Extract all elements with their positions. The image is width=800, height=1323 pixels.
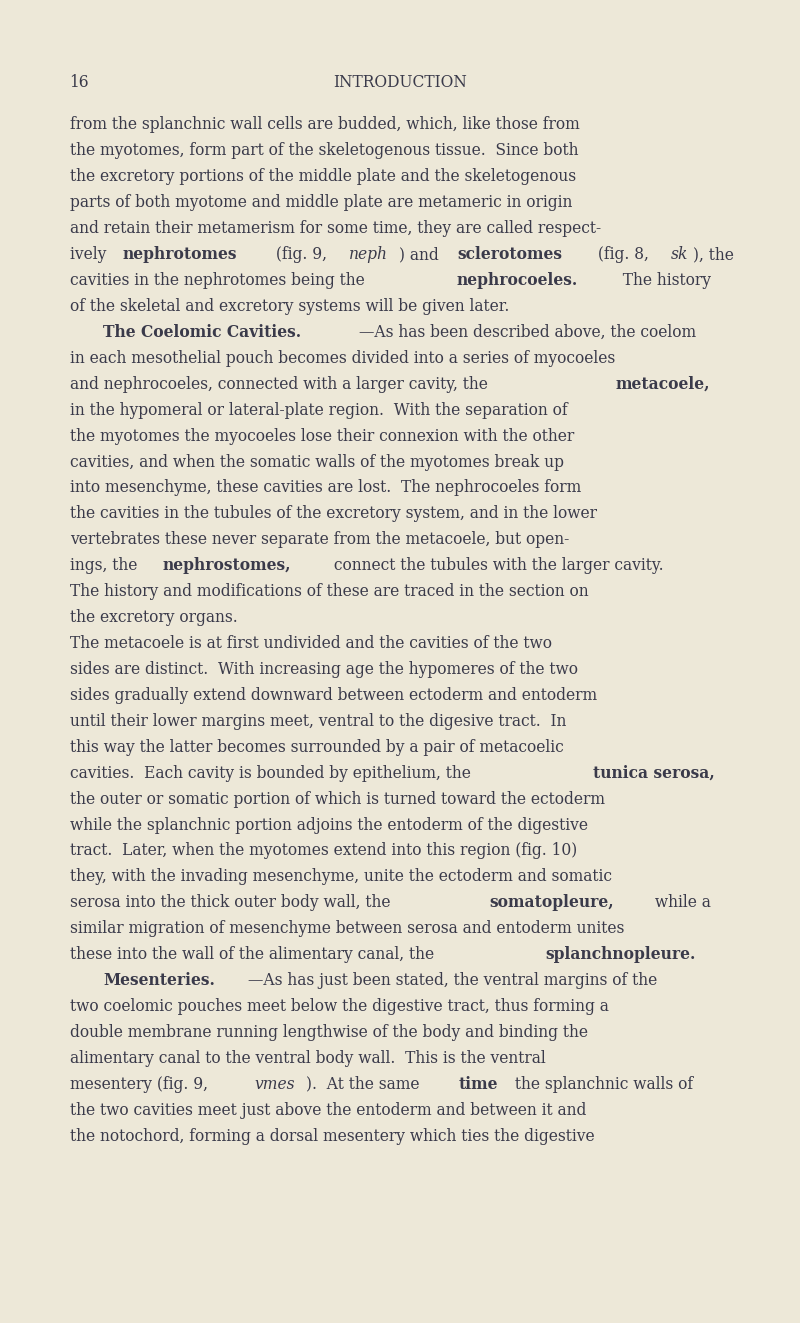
Text: 16: 16 bbox=[70, 74, 90, 91]
Text: sk: sk bbox=[671, 246, 688, 263]
Text: of the skeletal and excretory systems will be given later.: of the skeletal and excretory systems wi… bbox=[70, 298, 509, 315]
Text: while a: while a bbox=[650, 894, 711, 912]
Text: splanchnopleure.: splanchnopleure. bbox=[546, 946, 696, 963]
Text: (fig. 9,: (fig. 9, bbox=[270, 246, 331, 263]
Text: cavities, and when the somatic walls of the myotomes break up: cavities, and when the somatic walls of … bbox=[70, 454, 563, 471]
Text: they, with the invading mesenchyme, unite the ectoderm and somatic: they, with the invading mesenchyme, unit… bbox=[70, 868, 612, 885]
Text: INTRODUCTION: INTRODUCTION bbox=[333, 74, 467, 91]
Text: the myotomes the myocoeles lose their connexion with the other: the myotomes the myocoeles lose their co… bbox=[70, 427, 574, 445]
Text: —As has just been stated, the ventral margins of the: —As has just been stated, the ventral ma… bbox=[247, 972, 657, 990]
Text: the splanchnic walls of: the splanchnic walls of bbox=[510, 1076, 694, 1093]
Text: while the splanchnic portion adjoins the entoderm of the digestive: while the splanchnic portion adjoins the… bbox=[70, 816, 587, 833]
Text: somatopleure,: somatopleure, bbox=[490, 894, 614, 912]
Text: cavities in the nephrotomes being the: cavities in the nephrotomes being the bbox=[70, 273, 370, 288]
Text: tunica serosa,: tunica serosa, bbox=[593, 765, 715, 782]
Text: mesentery (fig. 9,: mesentery (fig. 9, bbox=[70, 1076, 213, 1093]
Text: alimentary canal to the ventral body wall.  This is the ventral: alimentary canal to the ventral body wal… bbox=[70, 1050, 546, 1066]
Text: metacoele,: metacoele, bbox=[615, 376, 710, 393]
Text: in each mesothelial pouch becomes divided into a series of myocoeles: in each mesothelial pouch becomes divide… bbox=[70, 349, 615, 366]
Text: the notochord, forming a dorsal mesentery which ties the digestive: the notochord, forming a dorsal mesenter… bbox=[70, 1127, 594, 1144]
Text: the cavities in the tubules of the excretory system, and in the lower: the cavities in the tubules of the excre… bbox=[70, 505, 597, 523]
Text: sides are distinct.  With increasing age the hypomeres of the two: sides are distinct. With increasing age … bbox=[70, 662, 578, 677]
Text: nephrotomes: nephrotomes bbox=[123, 246, 238, 263]
Text: ).  At the same: ). At the same bbox=[306, 1076, 425, 1093]
Text: these into the wall of the alimentary canal, the: these into the wall of the alimentary ca… bbox=[70, 946, 438, 963]
Text: The history and modifications of these are traced in the section on: The history and modifications of these a… bbox=[70, 583, 588, 601]
Text: the myotomes, form part of the skeletogenous tissue.  Since both: the myotomes, form part of the skeletoge… bbox=[70, 143, 578, 159]
Text: —As has been described above, the coelom: —As has been described above, the coelom bbox=[359, 324, 696, 341]
Text: in the hypomeral or lateral-plate region.  With the separation of: in the hypomeral or lateral-plate region… bbox=[70, 402, 567, 418]
Text: nephrostomes,: nephrostomes, bbox=[163, 557, 291, 574]
Text: time: time bbox=[459, 1076, 498, 1093]
Text: tract.  Later, when the myotomes extend into this region (fig. 10): tract. Later, when the myotomes extend i… bbox=[70, 843, 577, 860]
Text: connect the tubules with the larger cavity.: connect the tubules with the larger cavi… bbox=[329, 557, 663, 574]
Text: the two cavities meet just above the entoderm and between it and: the two cavities meet just above the ent… bbox=[70, 1102, 586, 1119]
Text: double membrane running lengthwise of the body and binding the: double membrane running lengthwise of th… bbox=[70, 1024, 587, 1041]
Text: sclerotomes: sclerotomes bbox=[457, 246, 562, 263]
Text: vmes: vmes bbox=[254, 1076, 294, 1093]
Text: into mesenchyme, these cavities are lost.  The nephrocoeles form: into mesenchyme, these cavities are lost… bbox=[70, 479, 581, 496]
Text: ) and: ) and bbox=[399, 246, 444, 263]
Text: The metacoele is at first undivided and the cavities of the two: The metacoele is at first undivided and … bbox=[70, 635, 552, 652]
Text: ively: ively bbox=[70, 246, 111, 263]
Text: and nephrocoeles, connected with a larger cavity, the: and nephrocoeles, connected with a large… bbox=[70, 376, 492, 393]
Text: the excretory organs.: the excretory organs. bbox=[70, 609, 238, 626]
Text: sides gradually extend downward between ectoderm and entoderm: sides gradually extend downward between … bbox=[70, 687, 597, 704]
Text: this way the latter becomes surrounded by a pair of metacoelic: this way the latter becomes surrounded b… bbox=[70, 738, 563, 755]
Text: similar migration of mesenchyme between serosa and entoderm unites: similar migration of mesenchyme between … bbox=[70, 921, 624, 937]
Text: ), the: ), the bbox=[694, 246, 734, 263]
Text: The history: The history bbox=[613, 273, 710, 288]
Text: cavities.  Each cavity is bounded by epithelium, the: cavities. Each cavity is bounded by epit… bbox=[70, 765, 475, 782]
Text: (fig. 8,: (fig. 8, bbox=[593, 246, 654, 263]
Text: ings, the: ings, the bbox=[70, 557, 142, 574]
Text: from the splanchnic wall cells are budded, which, like those from: from the splanchnic wall cells are budde… bbox=[70, 116, 579, 134]
Text: serosa into the thick outer body wall, the: serosa into the thick outer body wall, t… bbox=[70, 894, 395, 912]
Text: Mesenteries.: Mesenteries. bbox=[103, 972, 215, 990]
Text: the excretory portions of the middle plate and the skeletogenous: the excretory portions of the middle pla… bbox=[70, 168, 576, 185]
Text: neph: neph bbox=[349, 246, 388, 263]
Text: until their lower margins meet, ventral to the digesive tract.  In: until their lower margins meet, ventral … bbox=[70, 713, 566, 730]
Text: parts of both myotome and middle plate are metameric in origin: parts of both myotome and middle plate a… bbox=[70, 194, 572, 212]
Text: two coelomic pouches meet below the digestive tract, thus forming a: two coelomic pouches meet below the dige… bbox=[70, 998, 609, 1015]
Text: and retain their metamerism for some time, they are called respect-: and retain their metamerism for some tim… bbox=[70, 220, 601, 237]
Text: the outer or somatic portion of which is turned toward the ectoderm: the outer or somatic portion of which is… bbox=[70, 791, 605, 807]
Text: vertebrates these never separate from the metacoele, but open-: vertebrates these never separate from th… bbox=[70, 532, 569, 548]
Text: nephrocoeles.: nephrocoeles. bbox=[456, 273, 578, 288]
Text: The Coelomic Cavities.: The Coelomic Cavities. bbox=[103, 324, 302, 341]
